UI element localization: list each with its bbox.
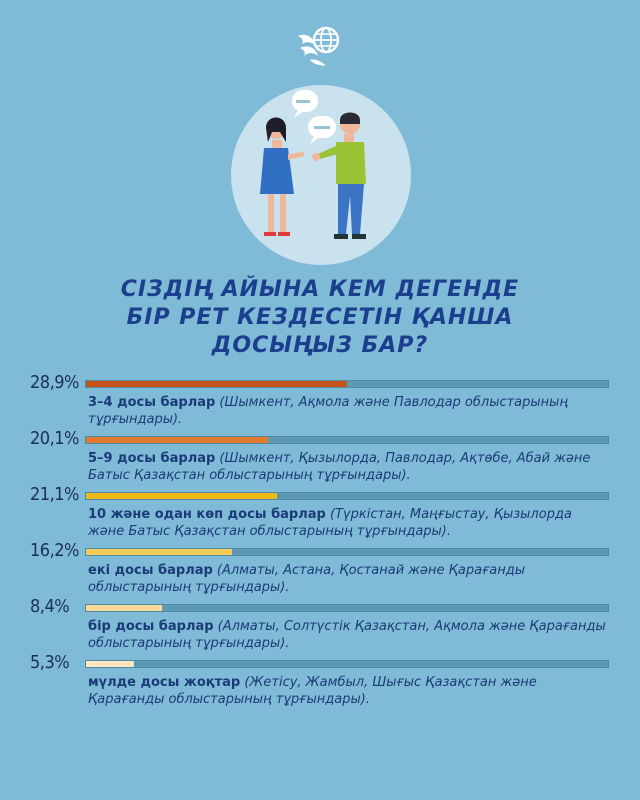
bar-category-note: (Жетісу, Жамбыл, Шығыс Қазақстан және Қа…: [88, 675, 537, 707]
bar-value-label: 5,3%: [30, 652, 70, 673]
friends-talking-illustration: [230, 84, 412, 266]
chart-title: СІЗДІҢ АЙЫНА КЕМ ДЕГЕНДЕ БІР РЕТ КЕЗДЕСЕ…: [40, 276, 600, 360]
bar: [86, 493, 277, 499]
bar-category-note: (Алматы, Астана, Қостанай және Қарағанды…: [88, 563, 526, 595]
bar-value-label: 21,1%: [30, 484, 79, 505]
bar-value-label: 28,9%: [30, 372, 79, 393]
bar-category-description: екі досы барлар (Алматы, Астана, Қостана…: [88, 562, 608, 596]
bar-row: 5,3% мүлде досы жоқтар (Жетісу, Жамбыл, Ш…: [0, 652, 640, 720]
bar: [86, 549, 232, 555]
title-line-3: ДОСЫҢЫЗ БАР?: [211, 333, 429, 358]
bar-category-description: 5–9 досы барлар (Шымкент, Қызылорда, Пав…: [88, 450, 608, 484]
bar-value-label: 8,4%: [30, 596, 70, 617]
bar: [86, 661, 134, 667]
bar-category-label: 5–9 досы барлар: [88, 451, 216, 466]
bar-row: 16,2% екі досы барлар (Алматы, Астана, Қо…: [0, 540, 640, 608]
bar-track: [85, 380, 609, 388]
bar-category-label: екі досы барлар: [88, 563, 213, 578]
bar-track: [85, 548, 609, 556]
bar-row: 8,4% бір досы барлар (Алматы, Солтүстік Қ…: [0, 596, 640, 664]
bar-track: [85, 492, 609, 500]
title-line-1: СІЗДІҢ АЙЫНА КЕМ ДЕГЕНДЕ: [120, 277, 520, 302]
bar-value-label: 20,1%: [30, 428, 79, 449]
bar-value-label: 16,2%: [30, 540, 79, 561]
bar-track: [85, 604, 609, 612]
bar-category-note: (Алматы, Солтүстік Қазақстан, Ақмола жән…: [88, 619, 606, 651]
bar-row: 21,1% 10 және одан көп досы барлар (Түркі…: [0, 484, 640, 552]
bar-track: [85, 660, 609, 668]
bar-category-label: бір досы барлар: [88, 619, 214, 634]
bar-row: 20,1% 5–9 досы барлар (Шымкент, Қызылорда…: [0, 428, 640, 496]
bar-category-label: 10 және одан көп досы барлар: [88, 507, 326, 522]
bar-track: [85, 436, 609, 444]
bar-category-description: бір досы барлар (Алматы, Солтүстік Қазақ…: [88, 618, 608, 652]
bar-category-note: (Шымкент, Ақмола және Павлодар облыстары…: [88, 395, 569, 427]
bar-category-description: 10 және одан көп досы барлар (Түркістан,…: [88, 506, 608, 540]
bar: [86, 605, 162, 611]
bar-category-note: (Түркістан, Маңғыстау, Қызылорда және Ба…: [88, 507, 572, 539]
bar-category-description: мүлде досы жоқтар (Жетісу, Жамбыл, Шығыс…: [88, 674, 608, 708]
title-line-2: БІР РЕТ КЕЗДЕСЕТІН ҚАНША: [126, 305, 514, 330]
bar-category-note: (Шымкент, Қызылорда, Павлодар, Ақтөбе, А…: [88, 451, 591, 483]
bar-category-label: мүлде досы жоқтар: [88, 675, 241, 690]
bar-category-label: 3–4 досы барлар: [88, 395, 216, 410]
bar-row: 28,9% 3–4 досы барлар (Шымкент, Ақмола жә…: [0, 372, 640, 440]
bar: [86, 381, 347, 387]
dove-globe-logo: [292, 14, 348, 70]
bar: [86, 437, 268, 443]
bar-category-description: 3–4 досы барлар (Шымкент, Ақмола және Па…: [88, 394, 608, 428]
